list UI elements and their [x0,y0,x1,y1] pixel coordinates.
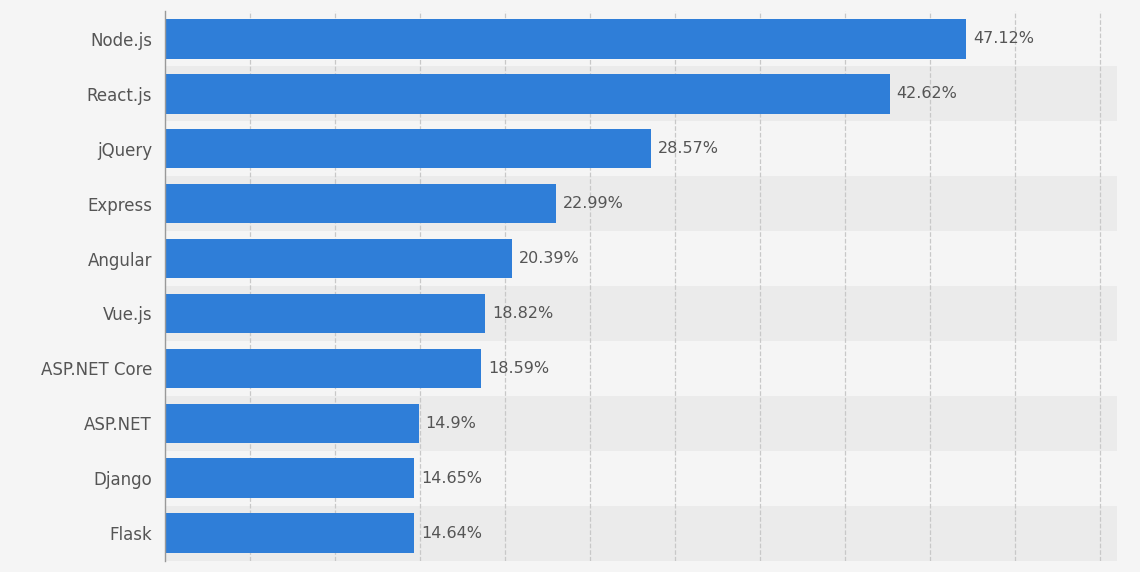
Bar [165,293,486,333]
Bar [165,396,1117,451]
Bar [165,184,556,224]
Bar [165,458,414,498]
Bar [165,66,1117,121]
Bar [165,74,889,114]
Text: 14.65%: 14.65% [421,471,482,486]
Bar [165,239,512,279]
Bar [165,506,1117,561]
Text: 20.39%: 20.39% [519,251,579,266]
Bar [165,231,1117,286]
Bar [165,121,1117,176]
Text: 28.57%: 28.57% [658,141,718,156]
Bar [165,176,1117,231]
Text: 14.64%: 14.64% [421,526,482,541]
Bar [165,11,1117,66]
Text: 22.99%: 22.99% [563,196,624,211]
Bar [165,19,967,59]
Text: 18.59%: 18.59% [488,361,549,376]
Text: 47.12%: 47.12% [974,31,1034,46]
Text: 18.82%: 18.82% [492,306,553,321]
Bar [165,341,1117,396]
Bar [165,286,1117,341]
Text: 42.62%: 42.62% [896,86,958,101]
Bar [165,403,418,443]
Bar [165,513,414,553]
Bar [165,451,1117,506]
Text: 14.9%: 14.9% [425,416,477,431]
Bar [165,348,481,388]
Bar [165,129,651,169]
